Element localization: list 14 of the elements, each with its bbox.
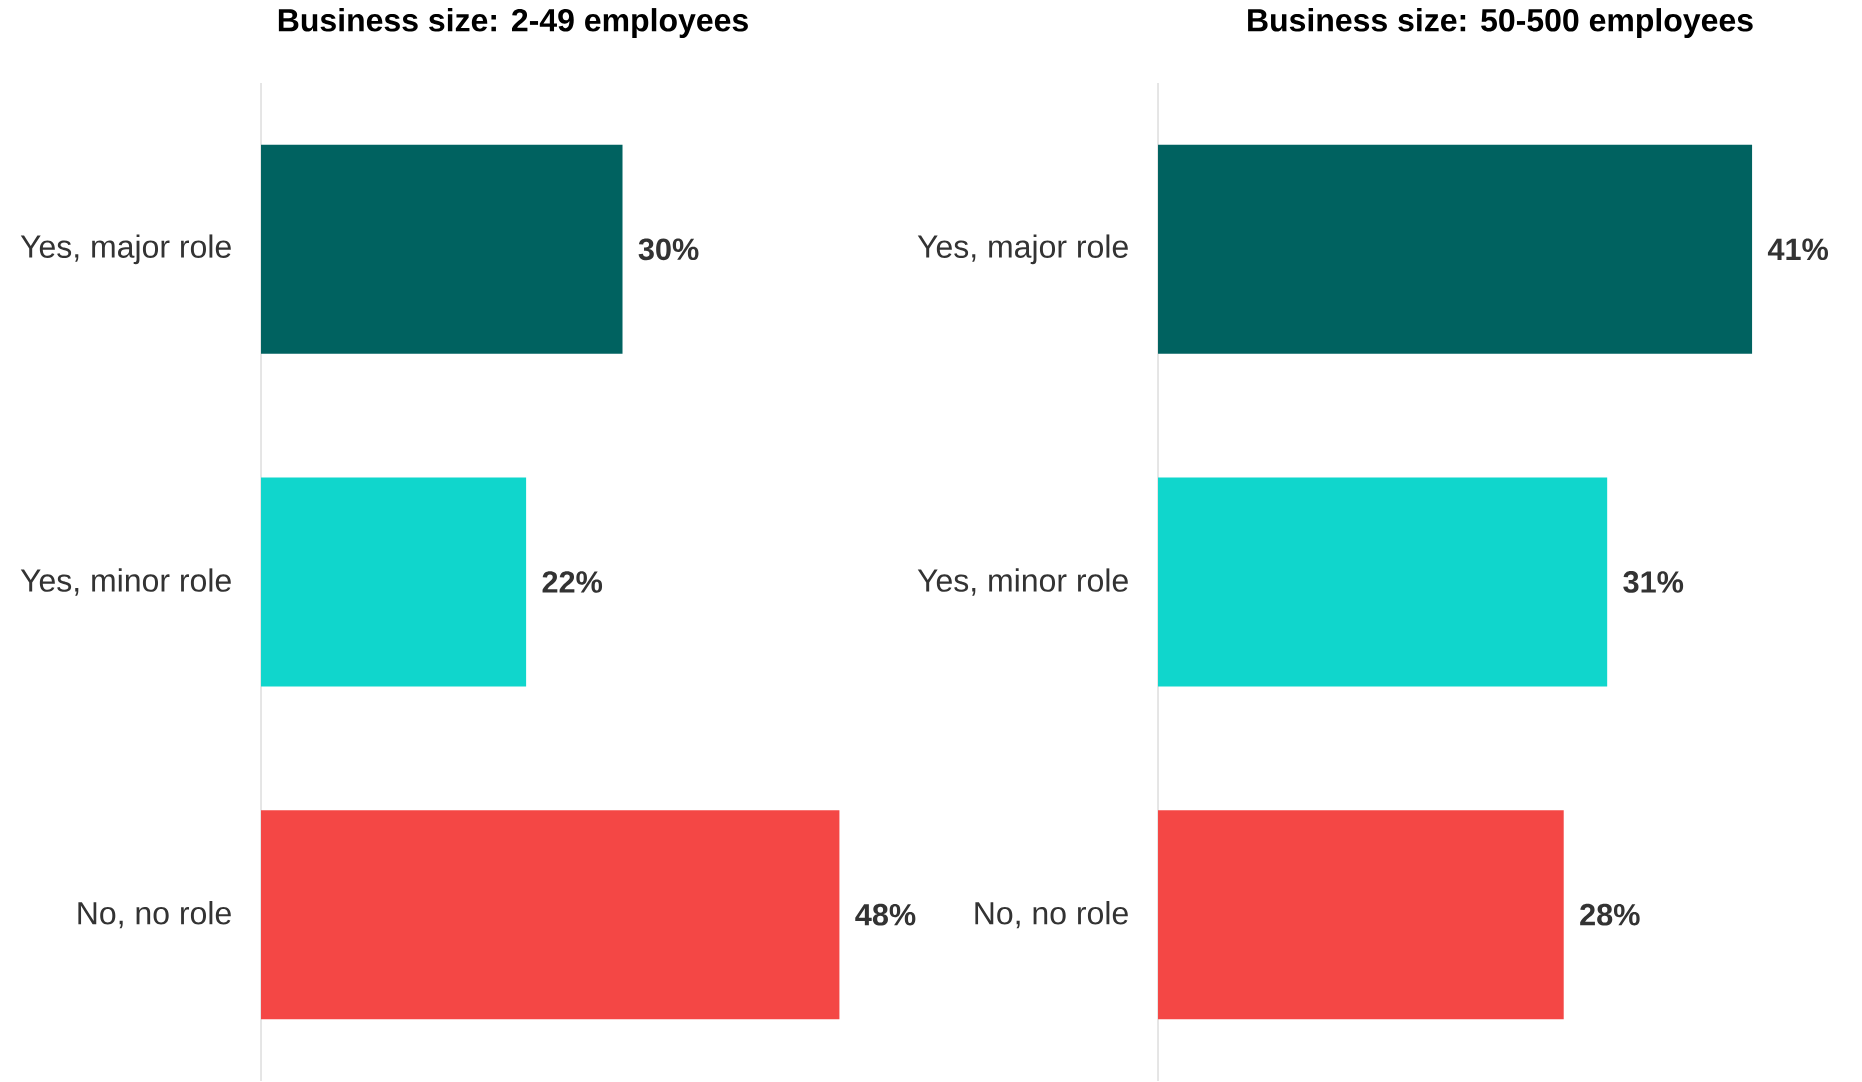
data-label: 22% bbox=[542, 571, 603, 593]
data-label: 41% bbox=[1767, 238, 1829, 261]
y-tick-label: Yes, major role bbox=[917, 234, 1128, 265]
chart-title: Business size: 50-500 employees bbox=[1248, 8, 1753, 39]
chart-title: Business size: 2-49 employees bbox=[278, 8, 748, 39]
y-tick-label: Yes, major role bbox=[20, 234, 231, 265]
y-tick-label: Yes, minor role bbox=[20, 568, 231, 596]
data-label: 30% bbox=[638, 238, 699, 261]
data-label: 31% bbox=[1623, 571, 1684, 594]
y-tick-label: No, no role bbox=[78, 901, 231, 929]
y-tick-label: Yes, minor role bbox=[917, 568, 1128, 596]
data-label: 28% bbox=[1580, 903, 1640, 926]
data-label: 48% bbox=[855, 903, 916, 926]
y-tick-label: No, no role bbox=[975, 901, 1128, 929]
